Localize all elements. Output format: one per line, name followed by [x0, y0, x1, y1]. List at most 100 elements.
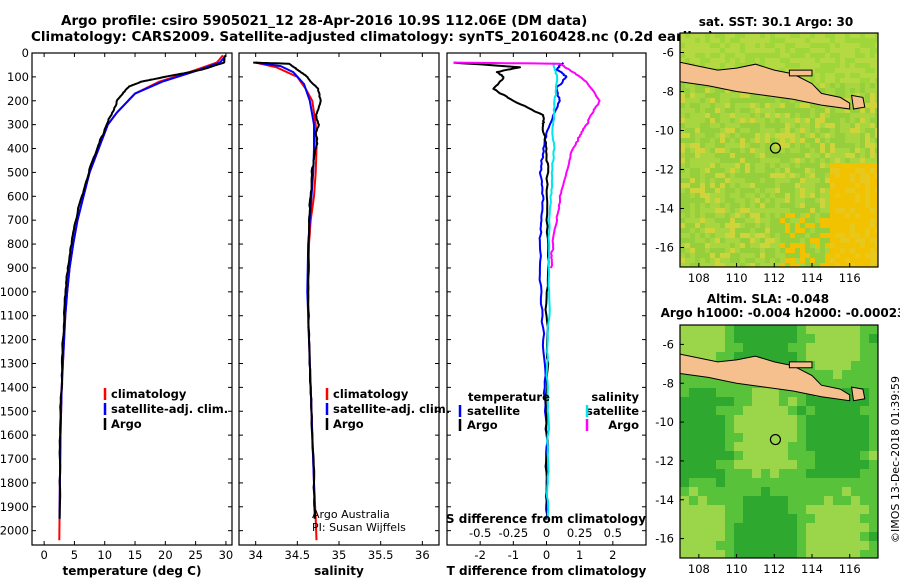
map-cell [720, 213, 726, 219]
map-cell [830, 138, 836, 144]
map-cell [752, 541, 762, 551]
map-cell [870, 193, 876, 199]
map-cell [775, 213, 781, 219]
map-cell [806, 514, 816, 524]
map-cell [725, 133, 731, 139]
y-tick-label: 0 [22, 46, 29, 60]
map-cell [735, 178, 741, 184]
map-cell [815, 406, 825, 416]
map-cell [725, 148, 731, 154]
map-cell [740, 203, 746, 209]
map-cell [875, 53, 878, 59]
map-cell [860, 53, 866, 59]
map-cell [690, 148, 696, 154]
map-cell [835, 258, 841, 264]
map-cell [715, 208, 721, 214]
map-cell [680, 248, 686, 254]
map-cell [765, 43, 771, 49]
map-cell [680, 38, 686, 44]
map-cell [765, 198, 771, 204]
map-cell [833, 361, 843, 371]
map-cell [734, 424, 744, 434]
map-cell [800, 208, 806, 214]
map-cell [745, 118, 751, 124]
map-cell [870, 118, 876, 124]
map-cell [840, 243, 846, 249]
map-cell [775, 253, 781, 259]
map-cell [680, 532, 690, 542]
map-cell [820, 88, 826, 94]
map-cell [850, 138, 856, 144]
map-cell [680, 133, 686, 139]
map-cell [815, 163, 821, 169]
map-cell [860, 128, 866, 134]
map-cell [875, 58, 878, 64]
y-tick-label: 2000 [0, 524, 29, 538]
map-cell [695, 103, 701, 109]
map-cell [800, 243, 806, 249]
map-cell [830, 243, 836, 249]
map-cell [810, 73, 816, 79]
map-cell [715, 183, 721, 189]
map-cell [765, 178, 771, 184]
map-cell [810, 158, 816, 164]
map-cell [755, 258, 761, 264]
map-cell [680, 218, 686, 224]
map-cell [845, 48, 851, 54]
map-cell [710, 233, 716, 239]
map-cell [850, 113, 856, 119]
map-cell [775, 113, 781, 119]
map-cell [705, 148, 711, 154]
map-cell [780, 133, 786, 139]
map-cell [752, 415, 762, 425]
map-cell [720, 218, 726, 224]
map-cell [710, 53, 716, 59]
map-cell [805, 78, 811, 84]
map-cell [825, 263, 831, 267]
map-cell [780, 33, 786, 39]
map-cell [845, 33, 851, 39]
map-cell [815, 258, 821, 264]
map-cell [806, 442, 816, 452]
map-cell [770, 188, 776, 194]
map-cell [865, 68, 871, 74]
map-cell [785, 38, 791, 44]
map-cell [760, 208, 766, 214]
map-cell [810, 228, 816, 234]
map-cell [700, 263, 706, 267]
map-cell [689, 424, 699, 434]
map-cell [734, 334, 744, 344]
map-cell [735, 33, 741, 39]
map-cell [800, 128, 806, 134]
map-1-frame [679, 324, 879, 559]
map-cell [715, 63, 721, 69]
map-cell [869, 478, 878, 488]
map-cell [740, 153, 746, 159]
map-cell [875, 208, 878, 214]
map-cell [750, 118, 756, 124]
map-cell [824, 478, 834, 488]
map-cell [785, 133, 791, 139]
map-cell [795, 203, 801, 209]
map-cell [750, 218, 756, 224]
map-cell [755, 178, 761, 184]
map-cell [695, 183, 701, 189]
map-cell [820, 148, 826, 154]
map-cell [680, 523, 690, 533]
map-cell [845, 193, 851, 199]
x-tick-label: 0 [543, 548, 550, 562]
map-cell [770, 496, 780, 506]
map-cell [725, 188, 731, 194]
map-cell [860, 83, 866, 89]
map-cell [695, 158, 701, 164]
map-cell [716, 334, 726, 344]
map-cell [840, 123, 846, 129]
map-cell [855, 173, 861, 179]
map-cell [875, 198, 878, 204]
tdiff-x2-axis-label: S difference from climatology [446, 512, 646, 526]
map-cell [820, 83, 826, 89]
map-cell [795, 258, 801, 264]
map-cell [745, 93, 751, 99]
map-cell [775, 183, 781, 189]
map-cell [761, 460, 771, 470]
